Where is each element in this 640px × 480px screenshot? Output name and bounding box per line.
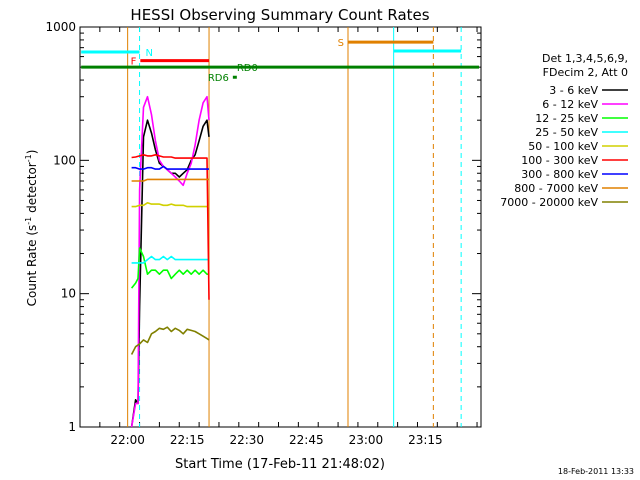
x-tick-label: 22:15: [170, 433, 205, 447]
legend-entry-label: 300 - 800 keV: [521, 168, 598, 181]
legend-entry-label: 800 - 7000 keV: [514, 182, 598, 195]
legend-entry-label: 25 - 50 keV: [535, 126, 598, 139]
series-line: [130, 247, 209, 289]
legend-entry-label: 100 - 300 keV: [521, 154, 598, 167]
series-line: [131, 255, 209, 264]
series-line: [131, 154, 210, 300]
series-line: [130, 95, 210, 428]
y-tick-label: 1000: [45, 20, 76, 34]
y-tick-label: 10: [61, 287, 76, 301]
series-line: [130, 326, 210, 355]
flag-label: N: [146, 48, 153, 59]
x-tick-label: 22:45: [289, 433, 324, 447]
legend: Det 1,3,4,5,6,9, FDecim 2, Att 0 3 - 6 k…: [500, 52, 628, 209]
x-tick-label: 22:00: [110, 433, 145, 447]
series-lines: [130, 95, 210, 428]
series-line: [131, 178, 209, 182]
flag-label: RD6: [208, 73, 229, 84]
x-tick-label: 22:30: [229, 433, 264, 447]
time-markers: [127, 27, 462, 427]
legend-entry-label: 50 - 100 keV: [528, 140, 598, 153]
legend-entry-label: 12 - 25 keV: [535, 112, 598, 125]
flag-label: S: [338, 38, 344, 49]
legend-entry-label: 7000 - 20000 keV: [500, 196, 598, 209]
observing-flags: NF RD0 RD6 S: [81, 38, 480, 84]
x-tick-label: 23:15: [408, 433, 443, 447]
generation-timestamp: 18-Feb-2011 13:33: [558, 467, 634, 476]
chart-title: HESSI Observing Summary Count Rates: [130, 6, 429, 24]
plot-frame: [79, 26, 482, 428]
x-tick-label: 23:00: [349, 433, 384, 447]
y-tick-label: 1: [68, 420, 76, 434]
legend-header-1: Det 1,3,4,5,6,9,: [542, 52, 628, 65]
series-line: [131, 202, 209, 208]
series-line: [131, 165, 209, 170]
y-tick-label: 100: [53, 153, 76, 167]
axes: 1 10 100 1000 22:00 22:15 22:30 22:45 23:00 23:15: [45, 20, 482, 447]
y-axis-label: Count Rate (s-1 detector-1): [24, 150, 39, 307]
legend-header-2: FDecim 2, Att 0: [543, 66, 628, 79]
legend-entry-label: 3 - 6 keV: [549, 84, 598, 97]
flag-label: RD0: [237, 63, 258, 74]
flag-label: F: [131, 57, 137, 68]
legend-entry-label: 6 - 12 keV: [542, 98, 598, 111]
x-axis-label: Start Time (17-Feb-11 21:48:02): [175, 457, 385, 472]
